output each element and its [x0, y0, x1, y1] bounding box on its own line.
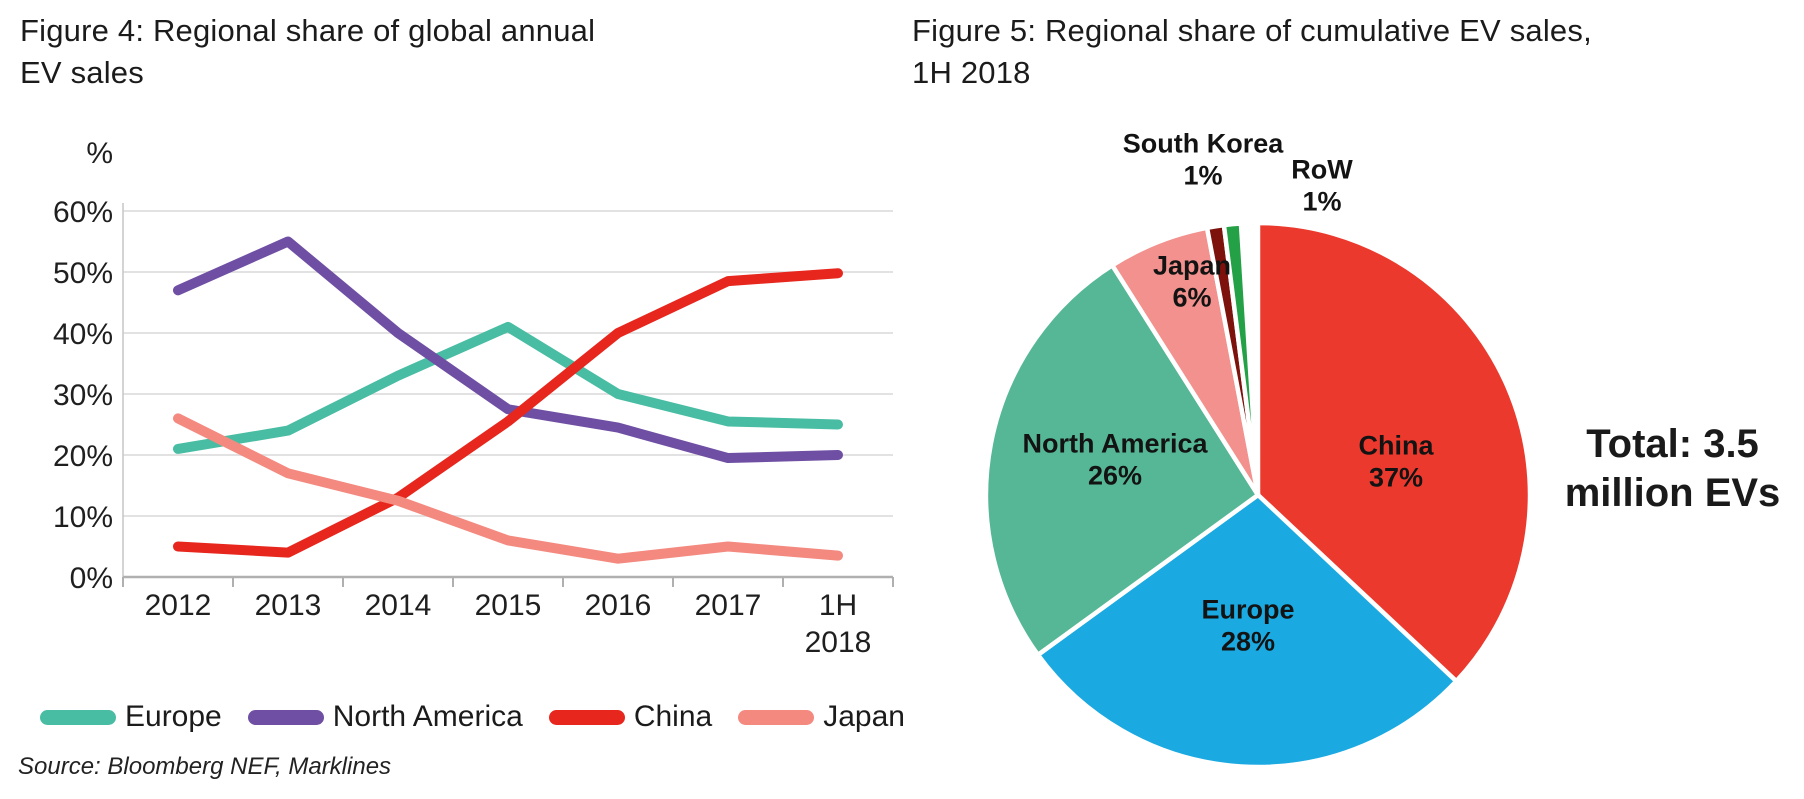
x-tick-label-1h-2018: 1H 2018 [805, 589, 872, 659]
figure4-title: Figure 4: Regional share of global annua… [20, 13, 596, 91]
pie-label-value-row: 1% [1302, 187, 1342, 217]
legend-item-north-america: North America [247, 700, 523, 734]
x-tick-label-2012: 2012 [145, 589, 212, 622]
y-tick-label-40: 40% [53, 318, 113, 351]
pie-slice-north-america [983, 263, 1261, 658]
pie-total-annotation: Total: 3.5 million EVs [1564, 422, 1781, 515]
pie-label-name-row: RoW [1291, 154, 1353, 185]
y-tick-label-30: 30% [53, 379, 113, 412]
y-tick-label-50: 50% [53, 257, 113, 290]
line-chart-legend: Europe North America China Japan [40, 700, 940, 734]
pie-slice-europe [1035, 492, 1459, 770]
legend-item-china: China [548, 700, 713, 734]
y-tick-label-60: 60% [53, 196, 113, 229]
y-tick-label-10: 10% [53, 501, 113, 534]
annual-share-line-chart: 0% 10% 20% 30% 40% 50% 60%% 2012 2013 2014 2015 201… [53, 137, 894, 659]
legend-label-china: China [633, 700, 713, 733]
pie-label-south-korea: South Korea 1% [1123, 128, 1284, 193]
legend-swatch-japan [738, 709, 815, 725]
line-series-europe [173, 321, 843, 454]
x-tick-label-2016: 2016 [585, 589, 652, 622]
x-tick-label-2014: 2014 [365, 589, 432, 622]
pie-label-row: RoW 1% [1291, 154, 1352, 219]
x-tick-label-2015: 2015 [475, 589, 542, 622]
pie-label-value-south-korea: 1% [1183, 161, 1223, 191]
legend-label-europe: Europe [125, 700, 222, 733]
legend-item-japan: Japan [738, 700, 905, 734]
figure5-title: Figure 5: Regional share of cumulative E… [912, 13, 1592, 91]
line-series-china [173, 268, 843, 558]
pie-slice-row [1221, 221, 1261, 498]
legend-swatch-china [548, 709, 625, 725]
x-tick-label-2013: 2013 [255, 589, 322, 622]
legend-item-europe: Europe [40, 700, 222, 734]
legend-swatch-north-america [247, 709, 324, 725]
legend-swatch-europe [40, 709, 116, 725]
cumulative-share-pie-chart [983, 220, 1533, 770]
source-note: Source: Bloomberg NEF, Marklines [18, 753, 392, 780]
pie-label-name-south-korea: South Korea [1122, 128, 1284, 159]
y-tick-label-20: 20% [53, 440, 113, 473]
line-series-north-america [173, 236, 843, 464]
legend-label-north-america: North America [332, 700, 523, 733]
y-axis-unit-label: % [86, 137, 113, 170]
legend-label-japan: Japan [823, 700, 905, 733]
line-series-japan [173, 413, 843, 564]
pie-slice-china [1255, 220, 1533, 684]
x-tick-label-2017: 2017 [695, 589, 762, 622]
y-tick-label-0: 0% [70, 562, 113, 595]
